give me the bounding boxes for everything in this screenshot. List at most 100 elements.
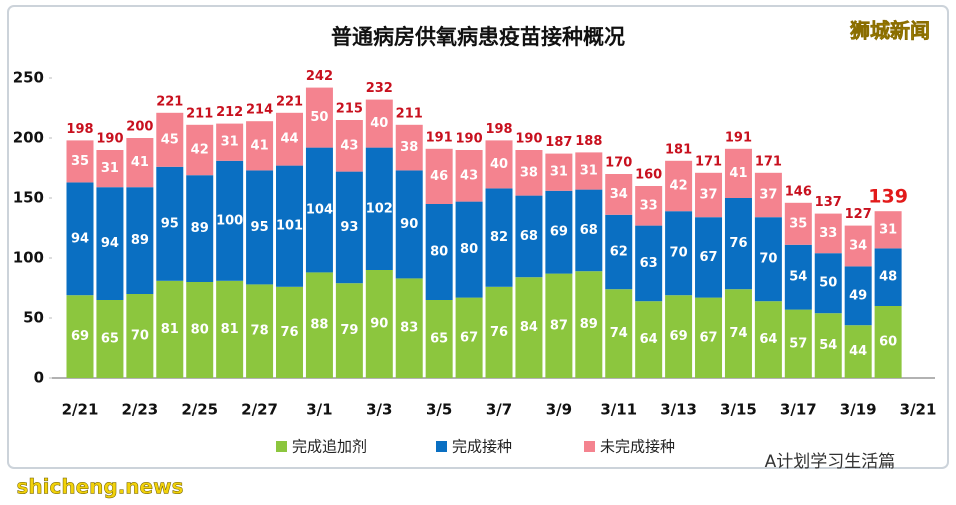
watermark: shicheng.news: [17, 475, 184, 499]
bar-segment: [695, 217, 723, 298]
bar-segment: [246, 121, 274, 171]
bar-segment: [635, 301, 663, 378]
segment-label: 89: [580, 317, 598, 332]
segment-label: 41: [131, 155, 149, 170]
segment-label: 50: [819, 276, 837, 291]
segment-label: 68: [520, 229, 538, 244]
segment-label: 82: [490, 230, 508, 245]
total-label: 187: [545, 135, 572, 150]
x-tick-label: 3/9: [546, 401, 572, 419]
legend-swatch: [584, 441, 595, 452]
bar-segment: [784, 244, 812, 310]
segment-label: 69: [550, 225, 568, 240]
bar-segment: [455, 297, 483, 378]
bar-segment: [515, 277, 543, 378]
segment-label: 34: [610, 187, 628, 202]
y-tick-label: 50: [23, 309, 44, 327]
total-label: 171: [695, 154, 722, 169]
bar-segment: [485, 140, 513, 189]
segment-label: 65: [430, 332, 448, 347]
x-tick-label: 3/17: [780, 401, 817, 419]
bar-segment: [455, 201, 483, 298]
x-tick-label: 3/3: [366, 401, 392, 419]
bar-segment: [485, 188, 513, 287]
segment-label: 31: [550, 165, 568, 180]
bar-segment: [575, 271, 603, 378]
bar-segment: [724, 198, 752, 290]
bar-segment: [335, 120, 363, 172]
bar-segment: [335, 171, 363, 284]
segment-label: 79: [340, 323, 358, 338]
segment-label: 54: [819, 338, 837, 353]
segment-label: 64: [640, 332, 658, 347]
y-tick-label: 100: [13, 249, 44, 267]
legend-label: 完成追加剂: [292, 438, 367, 456]
segment-label: 31: [221, 135, 239, 150]
segment-label: 89: [131, 233, 149, 248]
bar-segment: [395, 170, 423, 279]
bar-segment: [395, 124, 423, 171]
bar-segment: [485, 286, 513, 378]
segment-label: 46: [430, 169, 448, 184]
segment-label: 68: [580, 223, 598, 238]
segment-label: 83: [400, 321, 418, 336]
segment-label: 89: [191, 221, 209, 236]
total-label: 190: [456, 132, 483, 147]
segment-label: 94: [101, 236, 119, 251]
total-label: 160: [635, 168, 662, 183]
segment-label: 76: [490, 325, 508, 340]
bar-segment: [814, 253, 842, 314]
bar-segment: [665, 211, 693, 296]
total-label: 190: [515, 132, 542, 147]
bar-segment: [635, 186, 663, 226]
bar-segment: [545, 273, 573, 378]
segment-label: 94: [71, 231, 89, 246]
segment-label: 93: [340, 220, 358, 235]
bar-segment: [96, 300, 124, 378]
bar-segment: [216, 280, 244, 378]
bar-segment: [784, 309, 812, 378]
segment-label: 64: [759, 332, 777, 347]
segment-label: 90: [370, 317, 388, 332]
segment-label: 42: [670, 179, 688, 194]
segment-label: 63: [640, 256, 658, 271]
legend-swatch: [436, 441, 447, 452]
segment-label: 54: [789, 270, 807, 285]
bar-segment: [814, 213, 842, 254]
bar-segment: [96, 187, 124, 300]
x-tick-label: 3/1: [306, 401, 332, 419]
segment-label: 84: [520, 320, 538, 335]
bar-segment: [186, 124, 214, 176]
bar-segment: [96, 150, 124, 188]
bar-segment: [395, 278, 423, 378]
total-label: 170: [605, 156, 632, 171]
bar-segment: [665, 160, 693, 212]
segment-label: 95: [251, 220, 269, 235]
segment-label: 34: [849, 239, 867, 254]
bar-segment: [635, 225, 663, 302]
bar-segment: [605, 289, 633, 378]
segment-label: 43: [460, 168, 478, 183]
total-label: 221: [156, 94, 183, 109]
bar-segment: [305, 147, 333, 273]
bar-segment: [126, 138, 154, 188]
segment-label: 65: [101, 332, 119, 347]
segment-label: 74: [610, 326, 628, 341]
bar-segment: [425, 300, 453, 378]
account-name: A计划学习生活篇: [765, 452, 896, 472]
bar-segment: [455, 150, 483, 202]
segment-label: 38: [400, 140, 418, 155]
segment-label: 44: [280, 132, 298, 147]
x-tick-label: 3/11: [600, 401, 637, 419]
segment-label: 49: [849, 288, 867, 303]
x-tick-label: 2/21: [62, 401, 99, 419]
x-tick-label: 2/27: [241, 401, 278, 419]
legend-label: 完成接种: [452, 438, 512, 456]
bar-segment: [276, 112, 304, 166]
x-tick-label: 3/21: [900, 401, 937, 419]
total-label: 214: [246, 103, 273, 118]
segment-label: 33: [819, 226, 837, 241]
bar-segment: [156, 112, 184, 167]
brand-logo: 狮城新闻: [850, 19, 930, 43]
bar-segment: [754, 301, 782, 378]
